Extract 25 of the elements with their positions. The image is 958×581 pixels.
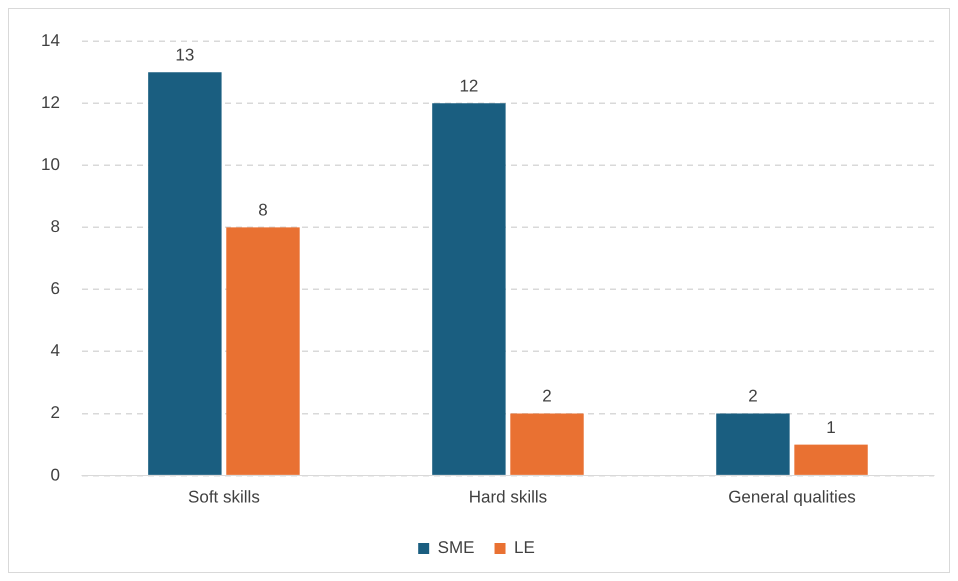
- y-tick-label: 8: [50, 217, 60, 236]
- data-label: 2: [542, 386, 552, 406]
- bar: [432, 103, 506, 475]
- legend-label: LE: [514, 538, 535, 558]
- legend-label: SME: [438, 538, 475, 558]
- x-tick-label: Soft skills: [188, 487, 260, 506]
- bar: [794, 444, 868, 475]
- y-tick-label: 4: [50, 341, 60, 360]
- y-tick-label: 10: [40, 155, 60, 174]
- data-label: 13: [175, 45, 194, 64]
- x-tick-label: Hard skills: [468, 487, 548, 506]
- y-tick-label: 14: [40, 30, 60, 50]
- bar: [510, 414, 584, 475]
- data-label: 8: [258, 200, 268, 220]
- x-tick-label: General qualities: [728, 487, 856, 506]
- bar: [716, 414, 790, 475]
- data-label: 1: [826, 418, 836, 437]
- bar: [226, 227, 300, 475]
- bar: [148, 72, 222, 475]
- y-tick-label: 6: [50, 279, 60, 298]
- y-tick-label: 12: [40, 92, 60, 112]
- y-tick-label: 0: [50, 465, 60, 484]
- y-tick-label: 2: [50, 403, 60, 422]
- data-label: 12: [459, 76, 478, 96]
- data-label: 2: [748, 386, 758, 406]
